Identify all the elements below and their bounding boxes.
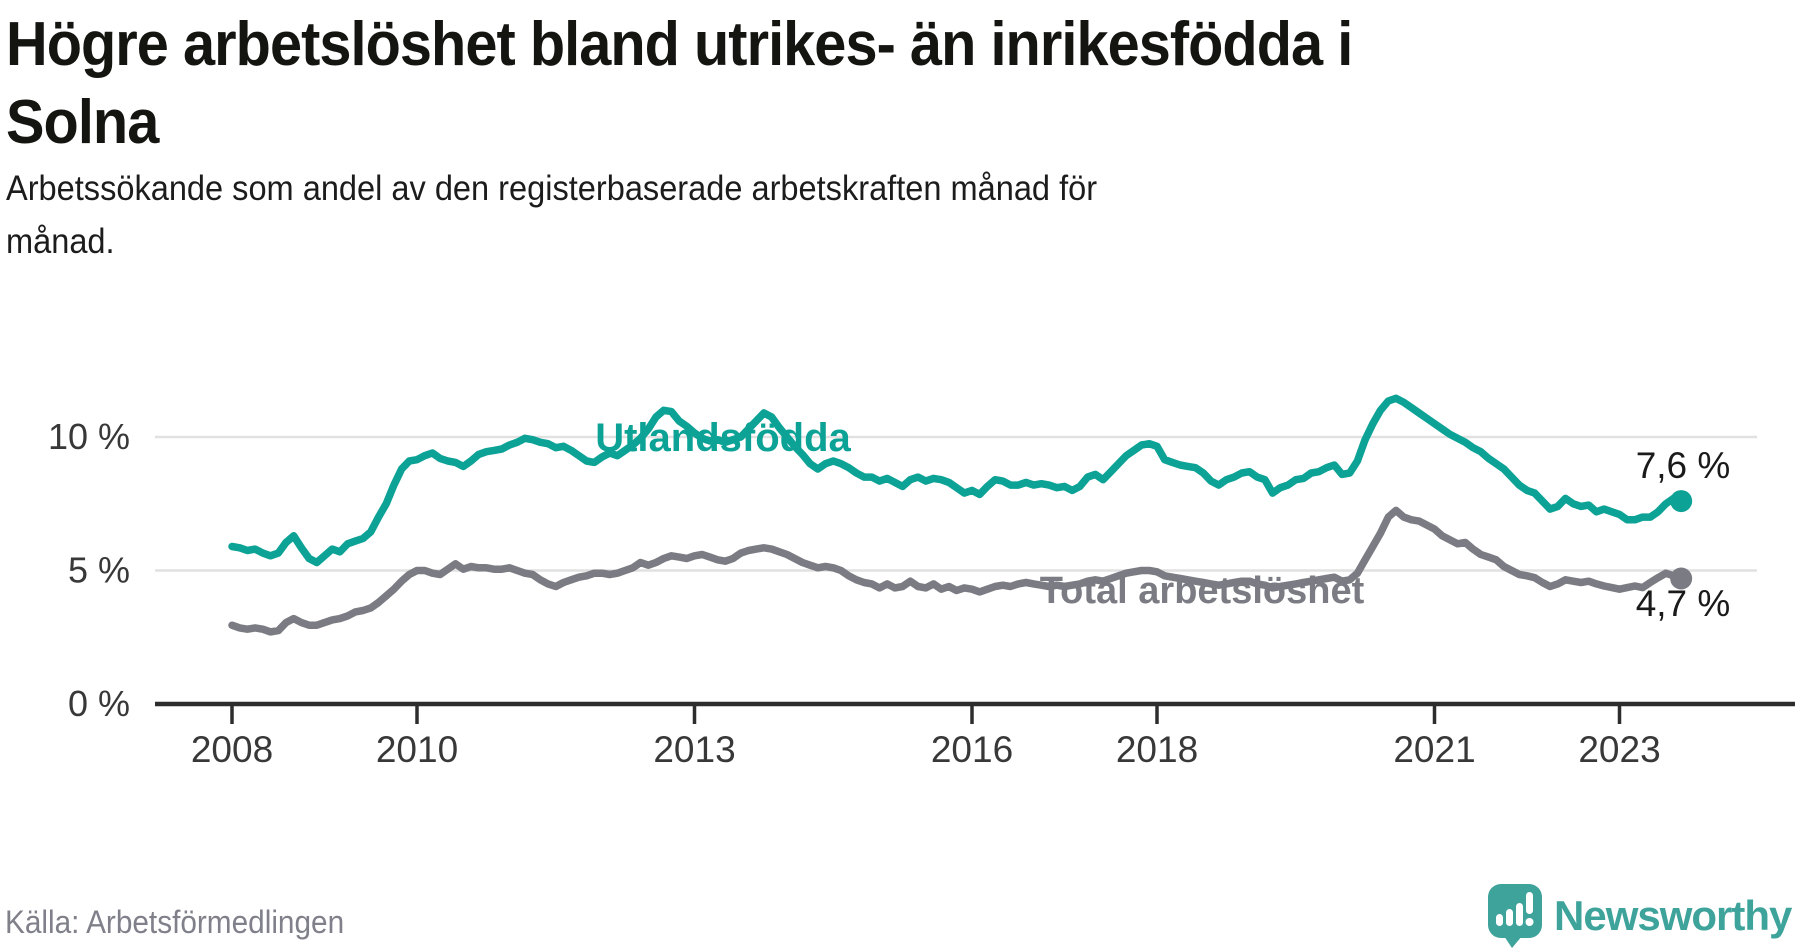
newsworthy-wordmark: Newsworthy bbox=[1554, 892, 1792, 939]
x-tick-label: 2008 bbox=[191, 729, 273, 770]
y-tick-label: 5 % bbox=[68, 550, 130, 591]
series-end-dot-total-arbetsloshet bbox=[1670, 567, 1693, 590]
title-line-1: Högre arbetslöshet bland utrikes- än inr… bbox=[6, 10, 1353, 79]
x-tick-label: 2021 bbox=[1393, 729, 1475, 770]
series-label-total-arbetsloshet: Total arbetslöshet bbox=[1040, 570, 1365, 612]
series-lines bbox=[228, 394, 1693, 636]
y-tick-label: 0 % bbox=[68, 683, 130, 724]
x-tick-label: 2013 bbox=[653, 729, 735, 770]
chart-subtitle: Arbetssökande som andel av den registerb… bbox=[6, 162, 1587, 268]
end-value-label-total-arbetsloshet: 4,7 % bbox=[1636, 583, 1731, 624]
title-line-2: Solna bbox=[6, 88, 159, 157]
subtitle-line-2: månad. bbox=[6, 222, 115, 261]
x-tick-label: 2016 bbox=[931, 729, 1013, 770]
series-label-utlandsfodda: Utlandsfödda bbox=[595, 416, 851, 460]
series-line-total-arbetsloshet bbox=[228, 506, 1685, 636]
end-value-label-utlandsfodda: 7,6 % bbox=[1636, 445, 1731, 486]
x-tick-label: 2010 bbox=[376, 729, 458, 770]
x-axis: 2008 2010 2013 2016 2018 2021 2023 bbox=[155, 701, 1795, 770]
end-annotations: 7,6 % 4,7 % bbox=[1636, 445, 1731, 624]
x-tick-label: 2018 bbox=[1116, 729, 1198, 770]
x-tick-label: 2023 bbox=[1578, 729, 1660, 770]
series-end-dot-utlandsfodda bbox=[1670, 490, 1693, 513]
newsworthy-logo: Newsworthy bbox=[1488, 884, 1792, 948]
subtitle-line-1: Arbetssökande som andel av den registerb… bbox=[6, 169, 1098, 208]
series-labels: Utlandsfödda Total arbetslöshet bbox=[595, 416, 1364, 612]
page-title: Högre arbetslöshet bland utrikes- än inr… bbox=[6, 6, 1587, 162]
newsworthy-bubble-chart-icon bbox=[1488, 884, 1542, 948]
y-grid: 0 % 5 % 10 % bbox=[48, 416, 1757, 724]
source-note: Källa: Arbetsförmedlingen bbox=[5, 904, 345, 940]
series-line-utlandsfodda bbox=[228, 394, 1685, 567]
y-tick-label: 10 % bbox=[48, 416, 130, 457]
